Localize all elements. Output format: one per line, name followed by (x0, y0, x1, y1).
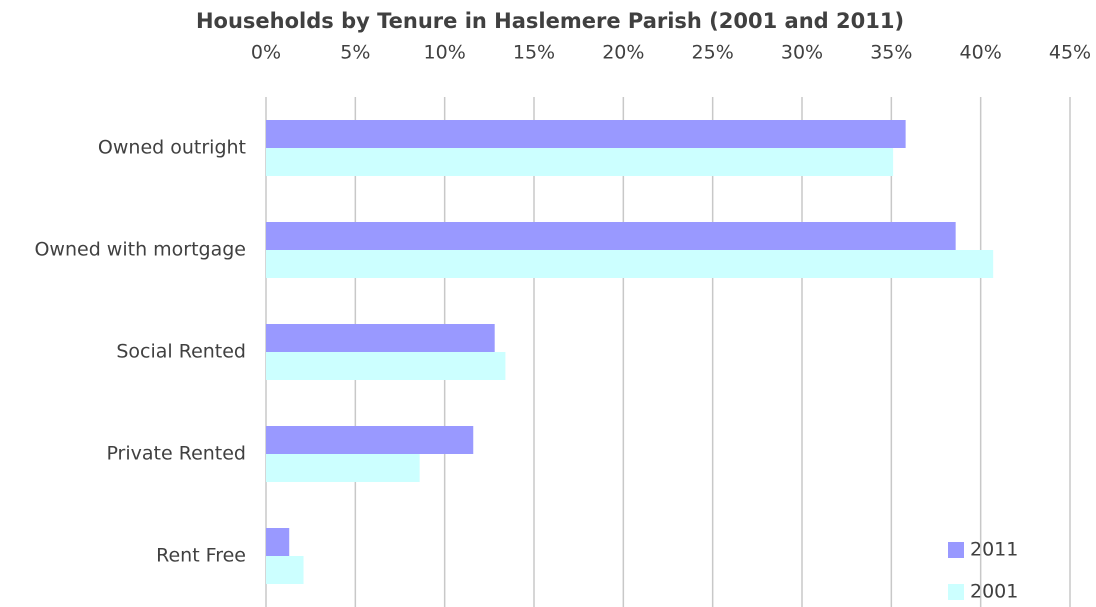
bar (266, 352, 506, 380)
x-tick-label: 20% (602, 42, 644, 64)
bar (266, 556, 304, 584)
bar (266, 120, 906, 148)
y-tick-label: Private Rented (106, 443, 246, 465)
bar (266, 324, 495, 352)
bar (266, 528, 290, 556)
y-tick-label: Social Rented (116, 341, 246, 363)
bar (266, 222, 956, 250)
y-tick-label: Owned outright (98, 137, 246, 159)
x-tick-label: 5% (340, 42, 370, 64)
x-tick-label: 30% (781, 42, 823, 64)
x-tick-label: 10% (424, 42, 466, 64)
bar (266, 148, 894, 176)
legend-label: 2011 (970, 539, 1018, 561)
bar (266, 426, 474, 454)
x-tick-label: 45% (1049, 42, 1091, 64)
legend-swatch (948, 542, 964, 558)
bar (266, 454, 420, 482)
chart-title: Households by Tenure in Haslemere Parish… (196, 9, 904, 33)
y-tick-label: Rent Free (156, 545, 246, 567)
x-tick-label: 15% (513, 42, 555, 64)
x-tick-label: 40% (960, 42, 1002, 64)
legend-swatch (948, 584, 964, 600)
legend-label: 2001 (970, 581, 1018, 603)
bar (266, 250, 994, 278)
y-tick-label: Owned with mortgage (34, 239, 246, 261)
x-tick-label: 25% (692, 42, 734, 64)
x-tick-label: 0% (251, 42, 281, 64)
x-tick-label: 35% (870, 42, 912, 64)
